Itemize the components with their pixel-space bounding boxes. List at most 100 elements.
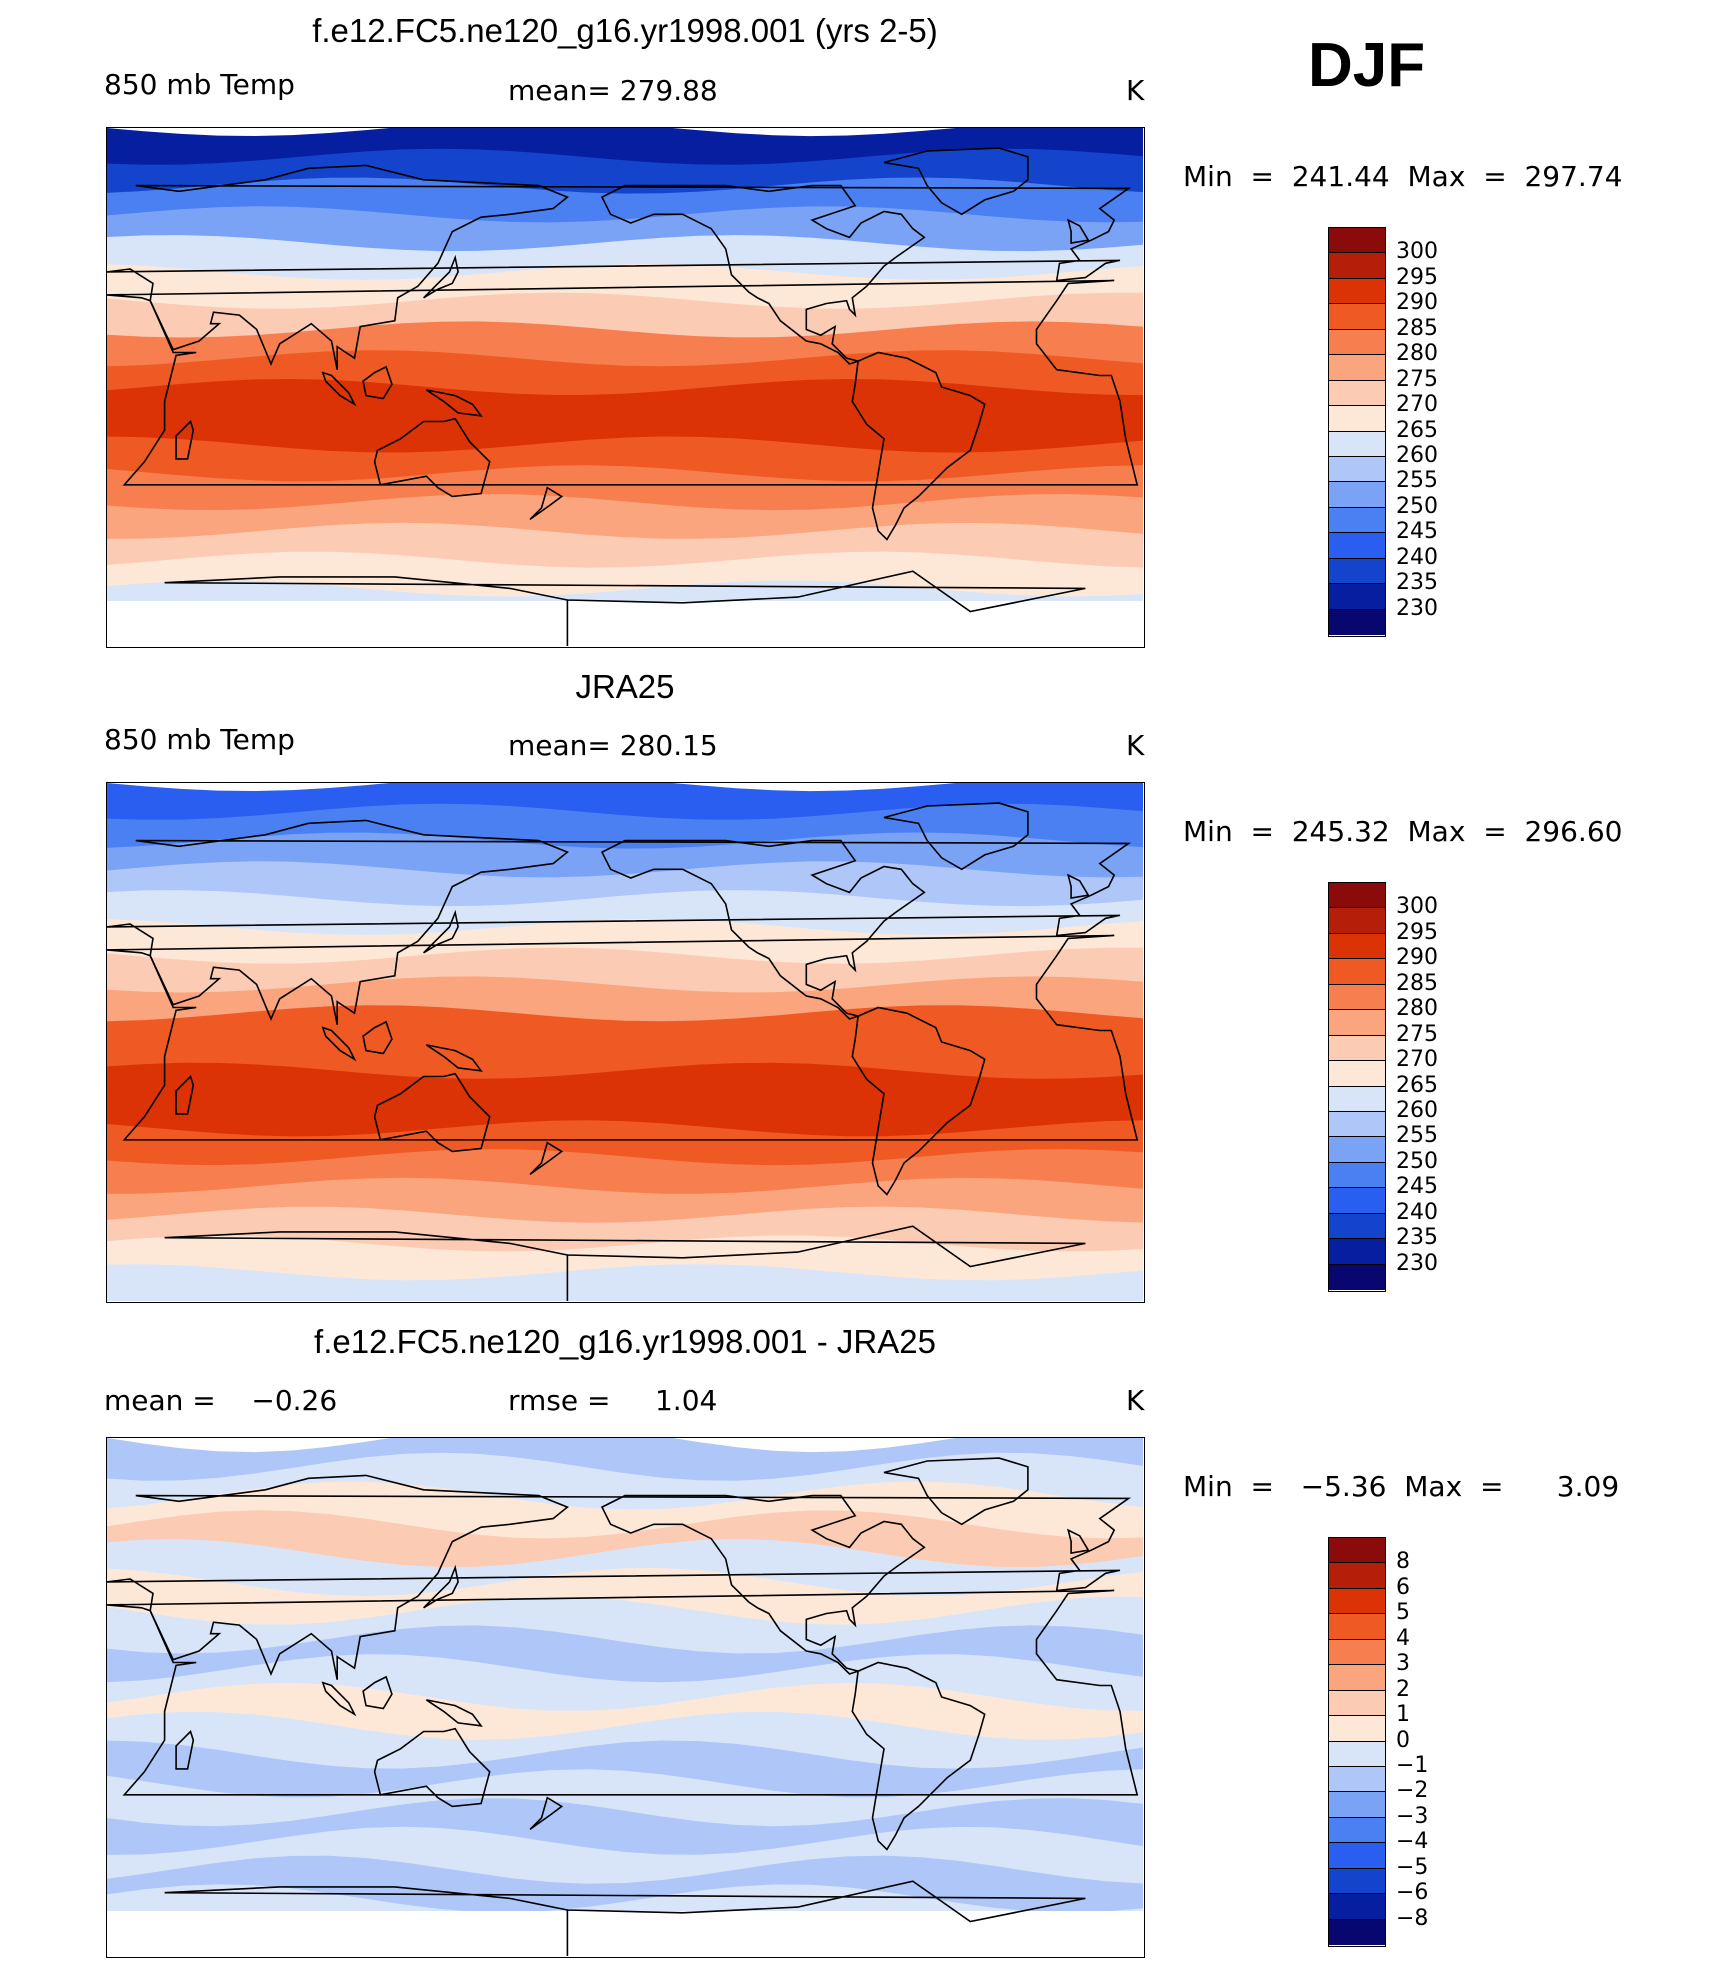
- contour-band: [107, 436, 1143, 494]
- colorbar-swatch: [1329, 533, 1385, 559]
- coastline: [321, 1026, 357, 1062]
- colorbar-swatch: [1329, 253, 1385, 279]
- colorbar-tick-label: −3: [1396, 1803, 1429, 1829]
- colorbar-swatch: [1329, 1239, 1385, 1265]
- colorbar-swatch: [1329, 1741, 1385, 1767]
- coastline: [107, 819, 1132, 1025]
- colorbar-tick-label: −6: [1396, 1880, 1429, 1906]
- season-label: DJF: [1308, 31, 1426, 100]
- colorbar-swatch: [1329, 1213, 1385, 1240]
- colorbar-swatch: [1329, 1614, 1385, 1640]
- colorbar-tick-label: 295: [1396, 919, 1438, 945]
- colorbar-swatch: [1329, 456, 1385, 483]
- colorbar-tick-label: 245: [1396, 1174, 1438, 1200]
- coastline: [600, 839, 926, 1020]
- coastline: [321, 1681, 357, 1717]
- coastline: [529, 1141, 564, 1176]
- coastline: [164, 1225, 1086, 1301]
- colorbar-tick-label: 240: [1396, 1199, 1438, 1225]
- colorbar-tick-label: 280: [1396, 996, 1438, 1022]
- rmse-label: rmse = 1.04: [508, 1384, 718, 1417]
- map-field: [107, 783, 1143, 1301]
- colorbar-swatch: [1329, 933, 1385, 960]
- coastline: [362, 1020, 393, 1055]
- coastline: [175, 1730, 195, 1770]
- colorbar-swatch: [1329, 1061, 1385, 1087]
- coastline: [423, 254, 459, 299]
- min-max-label: Min = −5.36 Max = 3.09: [1183, 1470, 1620, 1503]
- colorbar-tick-label: 265: [1396, 1072, 1438, 1098]
- colorbar-tick-label: 4: [1396, 1625, 1410, 1651]
- colorbar-swatch: [1329, 1817, 1385, 1844]
- coastline: [373, 417, 491, 498]
- colorbar-swatch: [1329, 431, 1385, 457]
- colorbar-tick-label: 230: [1396, 1250, 1438, 1276]
- units-label: K: [1126, 1384, 1145, 1417]
- colorbar-tick-label: 280: [1396, 341, 1438, 367]
- colorbar-tick-label: 300: [1396, 239, 1438, 265]
- colorbar-tick-label: 230: [1396, 595, 1438, 621]
- colorbar-swatch: [1329, 1035, 1385, 1062]
- colorbar-tick-label: 0: [1396, 1727, 1410, 1753]
- colorbar-swatch: [1329, 380, 1385, 407]
- contour-band: [107, 1264, 1143, 1301]
- colorbar-swatch: [1329, 1690, 1385, 1717]
- coastline: [851, 351, 986, 541]
- colorbar-swatch: [1329, 883, 1385, 909]
- variable-label: 850 mb Temp: [104, 68, 295, 101]
- min-max-label: Min = 241.44 Max = 297.74: [1183, 160, 1623, 193]
- colorbar-swatch: [1329, 1843, 1385, 1869]
- mean-label: mean= 279.88: [508, 74, 718, 107]
- colorbar-tick-label: 235: [1396, 1225, 1438, 1251]
- colorbar-tick-label: 245: [1396, 519, 1438, 545]
- world-map: [106, 127, 1145, 648]
- coastline: [107, 1474, 1132, 1680]
- colorbar-swatch: [1329, 1894, 1385, 1920]
- coastline: [107, 1589, 1139, 1796]
- colorbar-swatch: [1329, 984, 1385, 1011]
- colorbar-tick-label: 295: [1396, 264, 1438, 290]
- coastline: [362, 365, 393, 400]
- coastline: [529, 486, 564, 521]
- colorbar-tick-label: 1: [1396, 1702, 1410, 1728]
- coastline: [362, 1675, 393, 1710]
- contour-band: [107, 235, 1143, 292]
- colorbar-swatch: [1329, 1868, 1385, 1895]
- colorbar-swatch: [1329, 584, 1385, 610]
- colorbar-tick-label: 3: [1396, 1651, 1410, 1677]
- missing-data-area: [107, 1911, 1143, 1956]
- contour-band: [107, 1568, 1143, 1631]
- colorbar-swatch: [1329, 406, 1385, 432]
- colorbar-swatch: [1329, 908, 1385, 934]
- colorbar-tick-label: 250: [1396, 493, 1438, 519]
- colorbar-tick-label: 2: [1396, 1676, 1410, 1702]
- colorbar-tick-label: 6: [1396, 1574, 1410, 1600]
- coastline: [107, 279, 1139, 486]
- colorbar-swatch: [1329, 329, 1385, 356]
- world-map: [106, 782, 1145, 1303]
- colorbar-tick-label: 5: [1396, 1600, 1410, 1626]
- map-field: [107, 1438, 1143, 1956]
- coastline: [1066, 218, 1090, 245]
- colorbar-tick-label: 235: [1396, 570, 1438, 596]
- coastline: [423, 1564, 459, 1609]
- colorbar-tick-label: 260: [1396, 1097, 1438, 1123]
- colorbar-tick-label: −8: [1396, 1905, 1429, 1931]
- coastline: [1066, 1528, 1090, 1555]
- units-label: K: [1126, 729, 1145, 762]
- colorbar-tick-label: 255: [1396, 468, 1438, 494]
- colorbar-tick-label: 285: [1396, 970, 1438, 996]
- colorbar-tick-label: 265: [1396, 417, 1438, 443]
- colorbar-swatch: [1329, 1766, 1385, 1793]
- colorbar: [1328, 882, 1386, 1292]
- colorbar-tick-label: 290: [1396, 290, 1438, 316]
- coastline: [883, 147, 1029, 216]
- colorbar-tick-label: −4: [1396, 1829, 1429, 1855]
- colorbar: [1328, 227, 1386, 637]
- colorbar-tick-label: 255: [1396, 1123, 1438, 1149]
- coastline: [425, 1699, 483, 1727]
- colorbar-tick-label: 8: [1396, 1549, 1410, 1575]
- panel-title: JRA25: [575, 668, 675, 705]
- min-max-label: Min = 245.32 Max = 296.60: [1183, 815, 1623, 848]
- coastline: [600, 1494, 926, 1675]
